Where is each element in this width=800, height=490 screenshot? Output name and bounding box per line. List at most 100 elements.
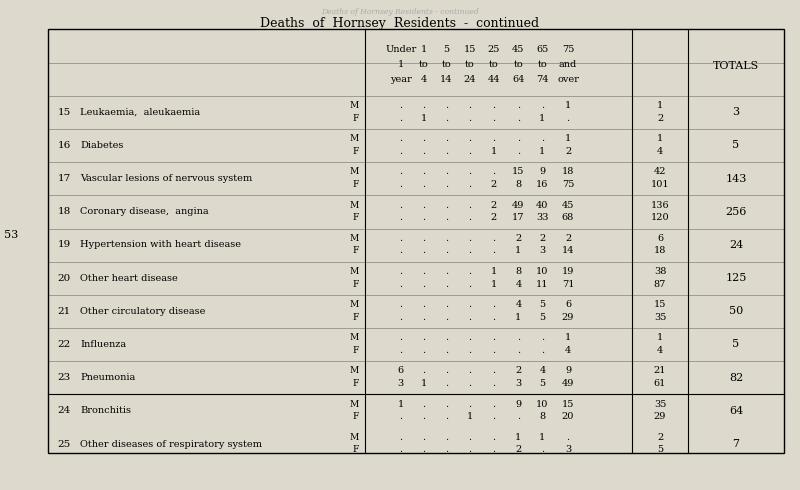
Text: .: . — [445, 147, 448, 156]
Text: 2: 2 — [490, 213, 497, 222]
Text: .: . — [492, 433, 495, 442]
Text: to: to — [514, 60, 523, 69]
Text: 5: 5 — [733, 340, 739, 349]
Text: 3: 3 — [539, 246, 546, 255]
Text: Other circulatory disease: Other circulatory disease — [80, 307, 206, 316]
Text: M: M — [349, 234, 358, 243]
Text: F: F — [352, 213, 358, 222]
Text: 2: 2 — [657, 114, 663, 122]
Text: .: . — [399, 280, 402, 289]
Text: .: . — [492, 313, 495, 322]
Text: .: . — [468, 200, 471, 210]
Text: .: . — [399, 445, 402, 455]
Text: 11: 11 — [536, 280, 549, 289]
Text: .: . — [445, 234, 448, 243]
Text: .: . — [399, 246, 402, 255]
Text: 256: 256 — [726, 207, 746, 217]
Text: .: . — [422, 280, 426, 289]
Text: 2: 2 — [565, 147, 571, 156]
Text: 64: 64 — [729, 406, 743, 416]
Text: 15: 15 — [562, 400, 574, 409]
Text: .: . — [468, 180, 471, 189]
Text: 35: 35 — [654, 313, 666, 322]
Text: 18: 18 — [562, 168, 574, 176]
Text: Vascular lesions of nervous system: Vascular lesions of nervous system — [80, 174, 252, 183]
Text: Influenza: Influenza — [80, 340, 126, 349]
Text: .: . — [445, 367, 448, 375]
Text: .: . — [445, 134, 448, 143]
Text: 4: 4 — [515, 300, 522, 309]
Text: .: . — [445, 200, 448, 210]
Text: 3: 3 — [515, 379, 522, 388]
Text: 1: 1 — [539, 433, 546, 442]
Text: to: to — [489, 60, 498, 69]
Text: Deaths  of  Hornsey  Residents  -  continued: Deaths of Hornsey Residents - continued — [261, 17, 539, 30]
Text: M: M — [349, 101, 358, 110]
Text: 120: 120 — [650, 213, 670, 222]
Text: 4: 4 — [657, 147, 663, 156]
Text: .: . — [492, 445, 495, 455]
Text: .: . — [445, 346, 448, 355]
Text: .: . — [445, 313, 448, 322]
Text: 3: 3 — [733, 107, 739, 117]
Text: M: M — [349, 367, 358, 375]
Text: .: . — [492, 234, 495, 243]
Text: 6: 6 — [565, 300, 571, 309]
Text: 25: 25 — [487, 46, 500, 54]
Text: 74: 74 — [536, 75, 549, 84]
Text: 1: 1 — [490, 267, 497, 276]
Text: .: . — [445, 412, 448, 421]
Text: .: . — [492, 379, 495, 388]
Text: 2: 2 — [515, 234, 522, 243]
Text: 4: 4 — [515, 280, 522, 289]
Text: to: to — [538, 60, 547, 69]
Bar — [48, 29, 784, 453]
Text: 75: 75 — [562, 46, 574, 54]
Text: .: . — [445, 168, 448, 176]
Text: .: . — [422, 200, 426, 210]
Text: .: . — [492, 246, 495, 255]
Text: 8: 8 — [539, 412, 546, 421]
Text: .: . — [468, 280, 471, 289]
Text: .: . — [422, 313, 426, 322]
Text: 4: 4 — [565, 346, 571, 355]
Text: 16: 16 — [58, 141, 71, 150]
Text: 1: 1 — [421, 46, 427, 54]
Text: F: F — [352, 412, 358, 421]
Text: 8: 8 — [515, 267, 522, 276]
Text: .: . — [422, 400, 426, 409]
Text: 2: 2 — [657, 433, 663, 442]
Text: .: . — [468, 333, 471, 343]
Text: .: . — [445, 213, 448, 222]
Text: .: . — [422, 246, 426, 255]
Text: 2: 2 — [539, 234, 546, 243]
Text: 125: 125 — [726, 273, 746, 283]
Text: 1: 1 — [657, 333, 663, 343]
Text: F: F — [352, 313, 358, 322]
Text: 6: 6 — [398, 367, 404, 375]
Text: 136: 136 — [650, 200, 670, 210]
Text: .: . — [468, 367, 471, 375]
Text: M: M — [349, 333, 358, 343]
Text: 5: 5 — [539, 300, 546, 309]
Text: 10: 10 — [536, 400, 549, 409]
Text: .: . — [422, 234, 426, 243]
Text: .: . — [517, 412, 520, 421]
Text: .: . — [399, 346, 402, 355]
Text: .: . — [541, 445, 544, 455]
Text: 1: 1 — [398, 60, 404, 69]
Text: .: . — [399, 134, 402, 143]
Text: 101: 101 — [650, 180, 670, 189]
Text: 15: 15 — [654, 300, 666, 309]
Text: .: . — [517, 333, 520, 343]
Text: .: . — [492, 134, 495, 143]
Text: F: F — [352, 280, 358, 289]
Text: 1: 1 — [515, 433, 522, 442]
Text: .: . — [399, 333, 402, 343]
Text: 1: 1 — [490, 280, 497, 289]
Text: 1: 1 — [539, 114, 546, 122]
Text: TOTALS: TOTALS — [713, 61, 759, 71]
Text: 44: 44 — [487, 75, 500, 84]
Text: .: . — [468, 379, 471, 388]
Text: 24: 24 — [58, 406, 71, 416]
